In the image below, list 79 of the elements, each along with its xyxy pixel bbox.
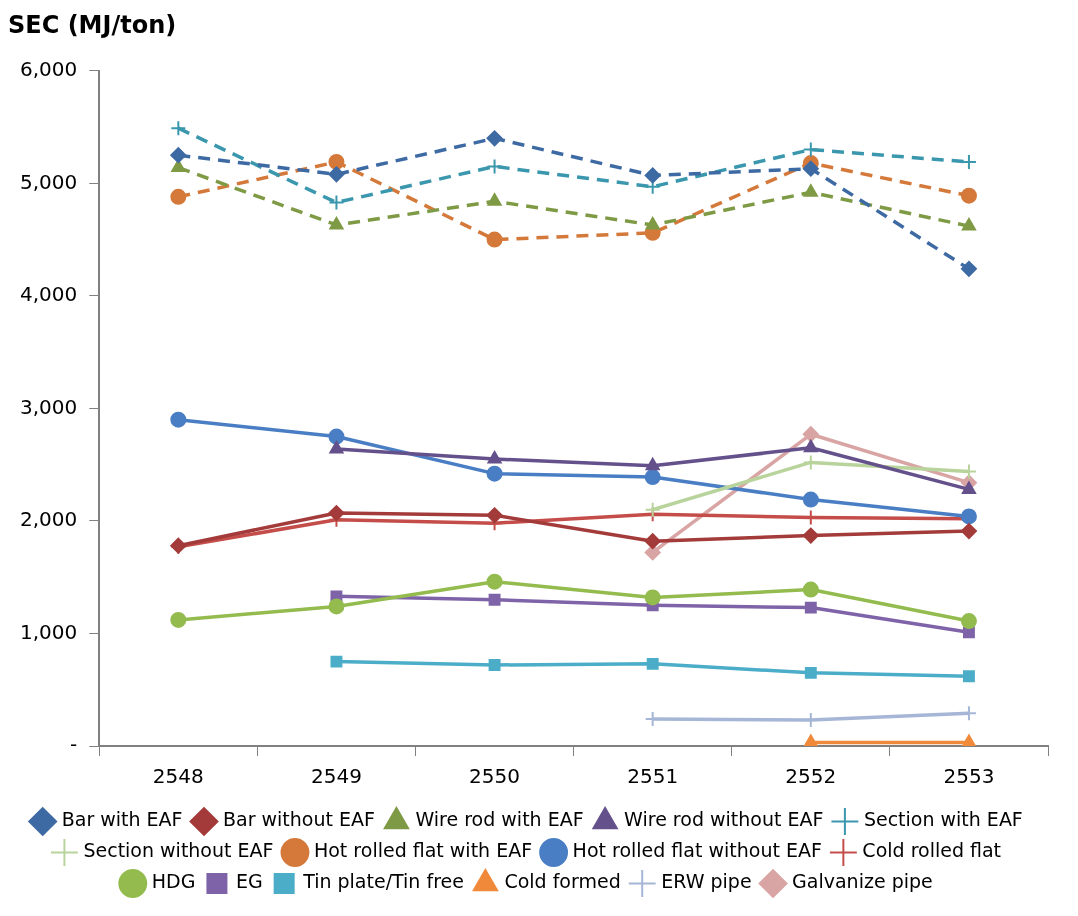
x-tick-label: 2552 xyxy=(785,764,837,789)
point xyxy=(328,505,345,522)
x-tick-label: 2551 xyxy=(627,764,679,789)
point xyxy=(486,573,503,590)
point xyxy=(802,491,819,508)
point xyxy=(170,147,187,164)
x-tick-label: 2548 xyxy=(152,764,204,789)
point xyxy=(170,120,187,137)
point xyxy=(170,411,187,428)
legend-label: Cold formed xyxy=(504,870,621,893)
point xyxy=(488,593,501,606)
y-tick-label: 2,000 xyxy=(19,507,78,532)
legend-label: Hot rolled flat without EAF xyxy=(572,839,822,862)
point xyxy=(644,533,661,550)
point xyxy=(960,187,977,204)
point xyxy=(802,426,819,443)
point xyxy=(328,428,345,445)
point xyxy=(486,507,503,524)
point xyxy=(329,216,344,230)
legend-label: Tin plate/Tin free xyxy=(302,870,464,893)
point xyxy=(486,130,503,147)
legend-label: Cold rolled flat xyxy=(862,839,1002,862)
point xyxy=(330,655,343,668)
point xyxy=(328,194,345,211)
point xyxy=(170,188,187,205)
point xyxy=(803,439,818,453)
y-tick-label: - xyxy=(70,732,78,757)
point xyxy=(486,465,503,482)
point xyxy=(486,158,503,175)
point xyxy=(328,153,345,170)
point xyxy=(804,666,817,679)
point xyxy=(802,141,819,158)
point xyxy=(644,501,661,518)
point xyxy=(960,613,977,630)
y-tick-label: 4,000 xyxy=(19,282,78,307)
y-tick-label: 6,000 xyxy=(19,57,78,81)
point xyxy=(486,231,503,248)
point xyxy=(802,527,819,544)
legend-label: Hot rolled flat with EAF xyxy=(313,839,533,862)
point xyxy=(803,184,818,197)
point xyxy=(487,451,502,464)
y-tick-label: 5,000 xyxy=(19,169,78,194)
point xyxy=(645,216,660,230)
point xyxy=(170,611,187,628)
legend-label: Bar without EAF xyxy=(223,808,375,831)
legend-label: Wire rod without EAF xyxy=(624,808,824,831)
point xyxy=(802,581,819,598)
point xyxy=(171,159,186,173)
point xyxy=(802,160,819,177)
point xyxy=(961,481,976,494)
point xyxy=(328,166,345,183)
point xyxy=(644,167,661,184)
legend-label: Galvanize pipe xyxy=(792,870,933,893)
legend-label: Section without EAF xyxy=(83,839,274,862)
point xyxy=(960,523,977,540)
x-tick-label: 2549 xyxy=(310,764,362,789)
legend-label: HDG xyxy=(151,870,196,893)
x-tick-label: 2553 xyxy=(943,764,995,789)
point xyxy=(329,440,344,454)
legend-label: Section with EAF xyxy=(863,808,1023,831)
point xyxy=(646,657,659,670)
point xyxy=(962,670,975,683)
legend-label: EG xyxy=(235,870,263,893)
y-tick-label: 1,000 xyxy=(19,619,78,644)
y-axis-title: SEC (MJ/ton) xyxy=(8,10,177,39)
legend-label: Bar with EAF xyxy=(61,808,183,831)
point xyxy=(328,598,345,615)
point xyxy=(960,260,977,277)
x-tick-label: 2550 xyxy=(469,764,521,789)
legend-label: Wire rod with EAF xyxy=(415,808,584,831)
point xyxy=(644,469,661,486)
legend-label: ERW pipe xyxy=(661,870,752,893)
point xyxy=(804,601,817,614)
point xyxy=(644,589,661,606)
point xyxy=(645,457,660,471)
y-tick-label: 3,000 xyxy=(19,394,78,419)
point xyxy=(488,659,501,671)
point xyxy=(487,193,502,206)
point xyxy=(961,218,976,231)
